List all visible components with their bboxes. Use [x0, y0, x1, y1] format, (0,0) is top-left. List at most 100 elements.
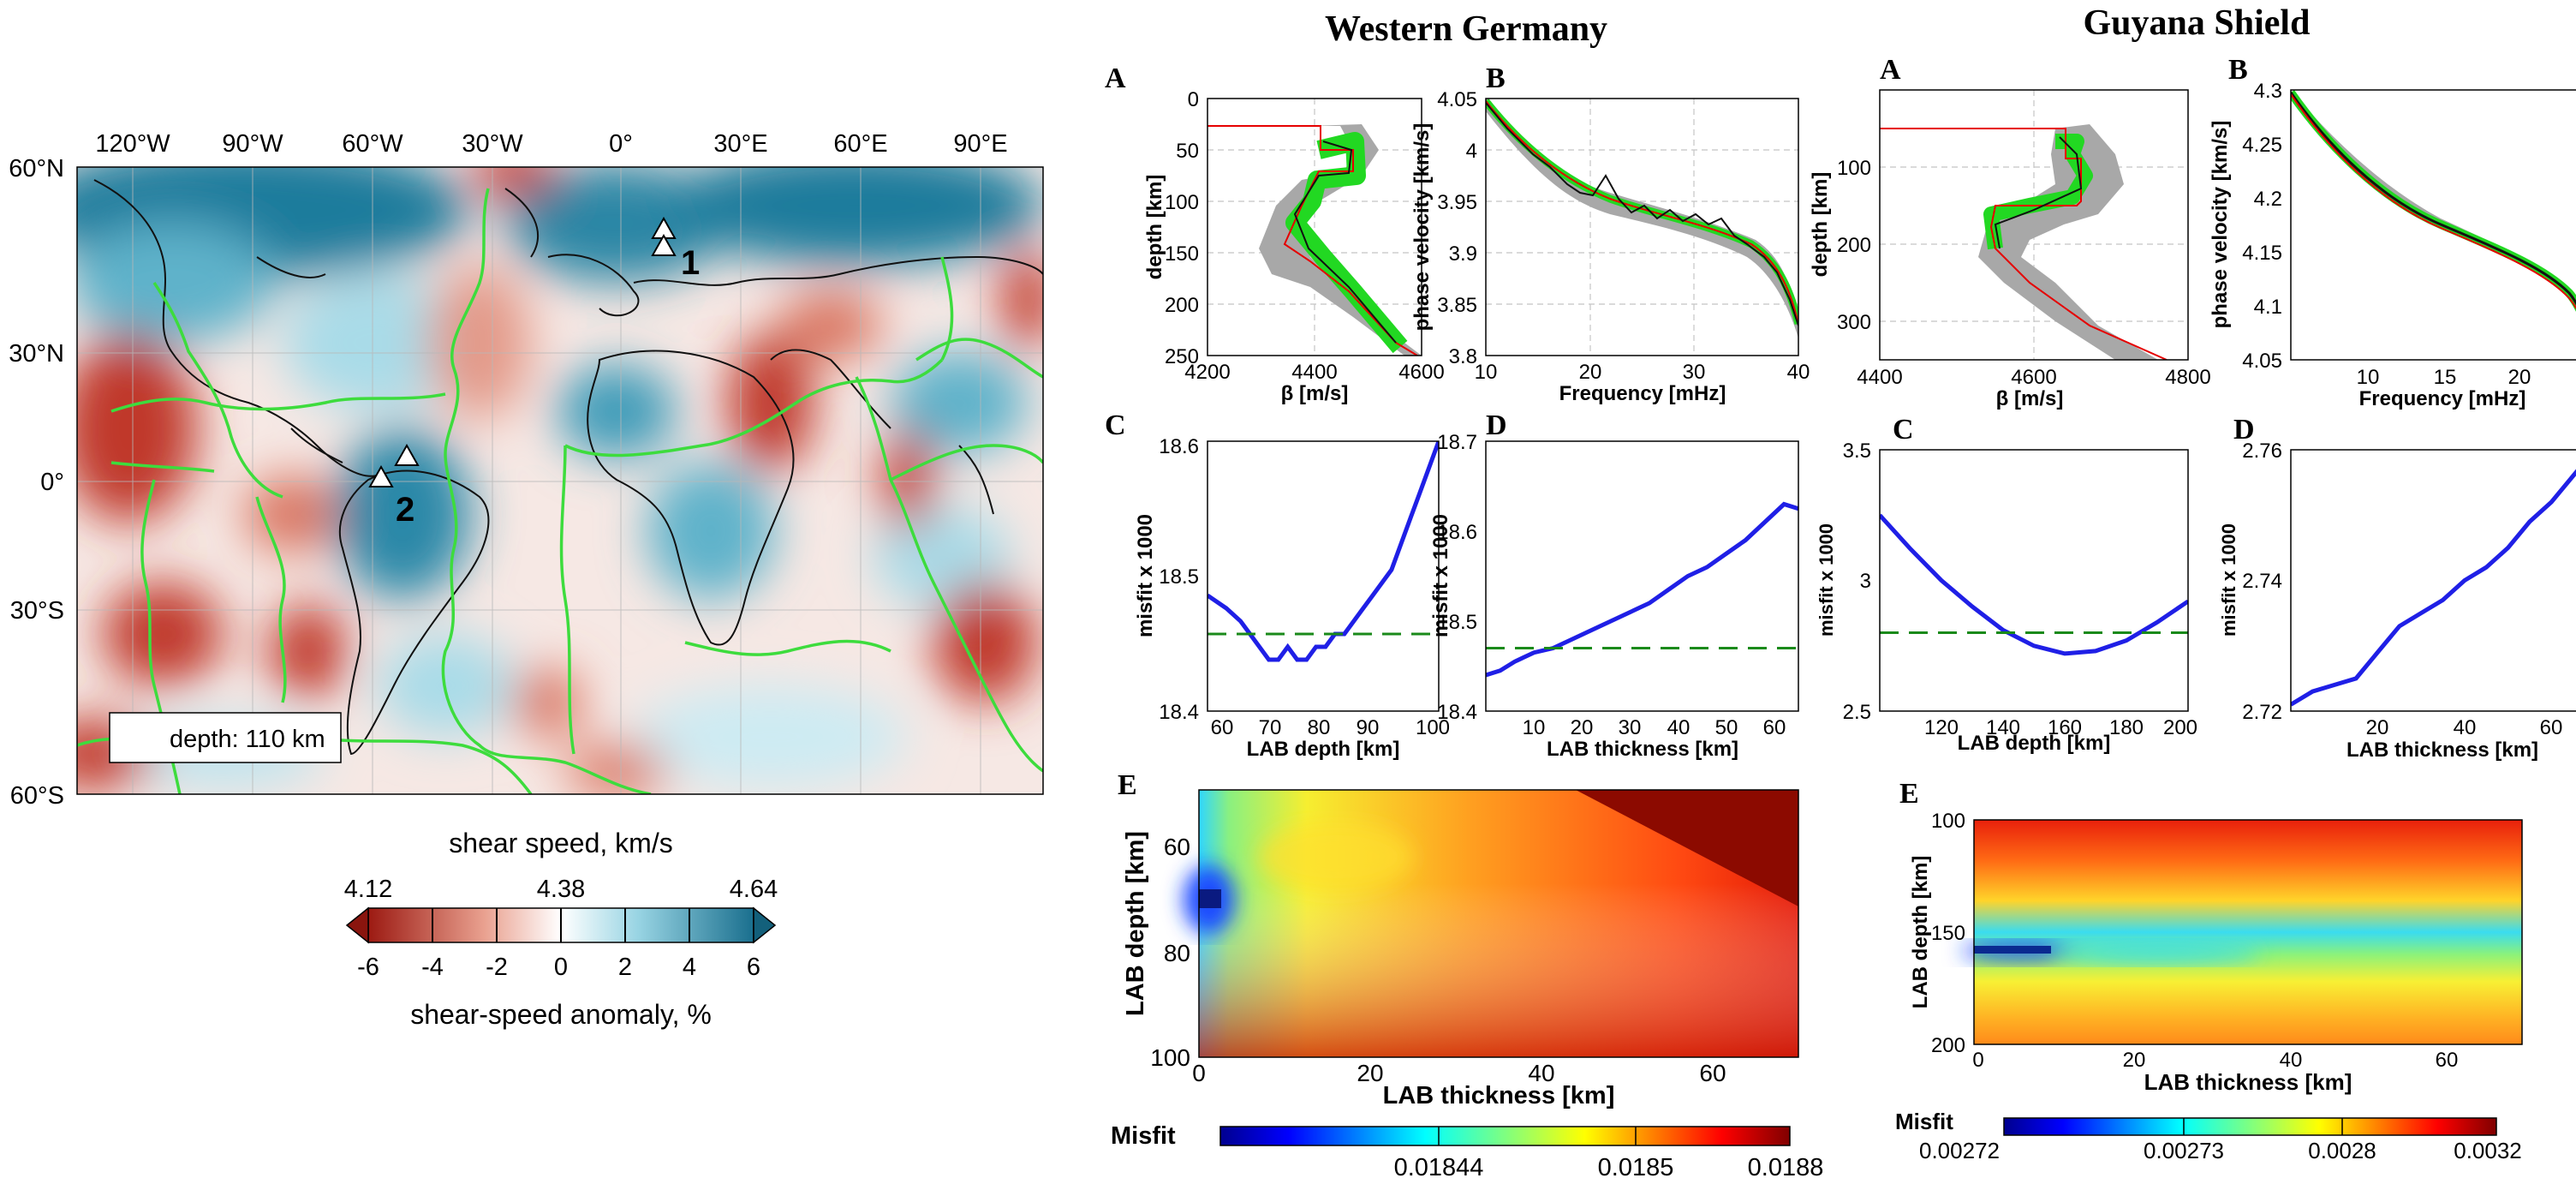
panel-letter: B — [1486, 63, 1506, 94]
gs-panel-e: E 100 150 200 0 20 40 60 LAB thickness [… — [1895, 778, 2523, 1163]
western-germany-title: Western Germany — [1325, 9, 1607, 49]
colorbar-tick: 0.0185 — [1598, 1154, 1674, 1181]
colorbar-bottom-tick: 6 — [747, 954, 760, 981]
panel-letter: D — [1486, 410, 1507, 441]
panel-letter: B — [2228, 54, 2248, 86]
x-tick: 50 — [1715, 716, 1738, 739]
x-tick: 200 — [2163, 716, 2197, 739]
y-tick: 100 — [1165, 191, 1199, 214]
map-colorbar: shear speed, km/s 4.12 4.38 4.64 -6 -4 -… — [344, 828, 778, 1030]
x-tick: 90 — [1357, 716, 1380, 739]
gs-c-plot — [1880, 513, 2188, 656]
y-tick: 2.74 — [2242, 570, 2282, 593]
station-markers: 1 2 — [368, 216, 700, 529]
x-tick: 70 — [1259, 716, 1282, 739]
colorbar-top-title: shear speed, km/s — [449, 828, 672, 858]
colorbar — [2003, 1117, 2497, 1136]
x-tick: 10 — [1475, 361, 1498, 384]
x-tick: 180 — [2109, 716, 2144, 739]
x-tick: 60 — [1211, 716, 1234, 739]
y-tick: 3.8 — [1449, 345, 1477, 368]
x-axis-label: Frequency [mHz] — [1559, 382, 1726, 405]
x-tick: 4400 — [1857, 366, 1902, 389]
y-tick: 100 — [1931, 810, 1965, 833]
x-tick: 60 — [2436, 1049, 2459, 1072]
x-tick: 20 — [1357, 1060, 1383, 1086]
x-tick: 60 — [1763, 716, 1786, 739]
colorbar-tick: 0.00273 — [2144, 1138, 2224, 1163]
y-tick: 4.25 — [2242, 134, 2282, 157]
y-tick: 18.4 — [1159, 701, 1199, 724]
x-tick: 0 — [1972, 1049, 1983, 1072]
y-tick: 4.05 — [2242, 350, 2282, 373]
y-tick: 200 — [1837, 234, 1871, 257]
x-tick: 30 — [1619, 716, 1642, 739]
y-axis-label: misfit x 1000 — [1816, 523, 1837, 637]
x-tick: 20 — [2508, 366, 2531, 389]
depth-label-box — [109, 712, 342, 763]
panel-letter: E — [1899, 778, 1919, 810]
y-axis-label: depth [km] — [1143, 175, 1166, 280]
x-tick: 80 — [1308, 716, 1331, 739]
colorbar-tick: 0.00272 — [1919, 1138, 2000, 1163]
y-axis-label: LAB depth [km] — [1122, 831, 1149, 1016]
station-label-2: 2 — [396, 491, 414, 529]
velocity-anomaly-field — [77, 167, 1043, 794]
x-tick: 30 — [1683, 361, 1706, 384]
panel-letter: A — [1880, 54, 1901, 86]
wg-panel-d: D 18.7 18.6 18.5 18.4 10 20 30 40 50 60 … — [1429, 410, 1799, 761]
x-axis-label: LAB depth [km] — [1958, 732, 2111, 755]
x-axis-label: LAB thickness [km] — [1383, 1082, 1615, 1109]
gs-e-heatmap — [1961, 820, 2522, 1044]
x-tick: 40 — [1667, 716, 1690, 739]
y-tick: 4.15 — [2242, 242, 2282, 265]
y-tick: 2.76 — [2242, 440, 2282, 463]
wg-panel-b: B 4.05 4 3.95 3.9 3.85 3.8 10 20 30 40 F… — [1410, 63, 1810, 405]
x-tick: 4600 — [1398, 361, 1444, 384]
x-tick: 0 — [1192, 1060, 1206, 1086]
misfit-curve — [1486, 501, 1798, 678]
y-tick: 18.6 — [1437, 521, 1477, 544]
y-tick: 50 — [1176, 140, 1199, 163]
y-tick: 18.5 — [1159, 565, 1199, 589]
lon-tick: 90°W — [222, 130, 283, 158]
x-axis-label: LAB depth [km] — [1247, 738, 1400, 761]
lat-tick: 0° — [40, 469, 64, 496]
longitude-ticks: 120°W 90°W 60°W 30°W 0° 30°E 60°E 90°E — [95, 130, 1007, 158]
y-axis-label: depth [km] — [1809, 172, 1832, 278]
y-tick: 0 — [1188, 88, 1199, 111]
gs-panel-a: A 100 200 300 4400 4600 4800 β [m/s] dep… — [1809, 54, 2211, 410]
y-tick: 3.85 — [1437, 294, 1477, 317]
x-axis-label: LAB thickness [km] — [2144, 1069, 2352, 1095]
misfit-curve — [1208, 441, 1439, 662]
wg-panel-e: E 60 80 100 0 20 40 60 LAB thickness [km… — [1111, 769, 1823, 1181]
x-tick: 15 — [2434, 366, 2457, 389]
gs-d-plot — [2291, 469, 2576, 707]
y-axis-label: phase velocity [km/s] — [1410, 123, 1434, 332]
misfit-curve — [2291, 469, 2576, 707]
x-tick: 40 — [2454, 716, 2477, 739]
plate-boundaries — [77, 188, 1043, 794]
x-tick: 40 — [1787, 361, 1810, 384]
x-tick: 10 — [2357, 366, 2380, 389]
colorbar-bottom-tick: 0 — [554, 954, 568, 981]
y-tick: 3.9 — [1449, 242, 1477, 266]
x-tick: 40 — [2280, 1049, 2303, 1072]
x-tick: 10 — [1523, 716, 1546, 739]
x-axis-label: β [m/s] — [1996, 387, 2064, 410]
x-tick: 20 — [1571, 716, 1594, 739]
colorbar-top-tick: 4.38 — [537, 876, 585, 903]
guyana-shield-title: Guyana Shield — [2084, 3, 2311, 43]
x-tick: 4600 — [2011, 366, 2056, 389]
x-tick: 20 — [1579, 361, 1602, 384]
y-tick: 4.2 — [2254, 188, 2282, 211]
y-axis-label: misfit x 1000 — [1429, 514, 1452, 637]
lon-tick: 90°E — [953, 130, 1007, 158]
colorbar — [1219, 1126, 1791, 1146]
y-tick: 150 — [1931, 922, 1965, 945]
y-tick: 3.95 — [1437, 191, 1477, 214]
colorbar-bottom-tick: -6 — [357, 954, 379, 981]
colorbar-tick: 0.0028 — [2308, 1138, 2376, 1163]
y-tick: 150 — [1165, 242, 1199, 266]
map-frame — [76, 166, 1044, 795]
